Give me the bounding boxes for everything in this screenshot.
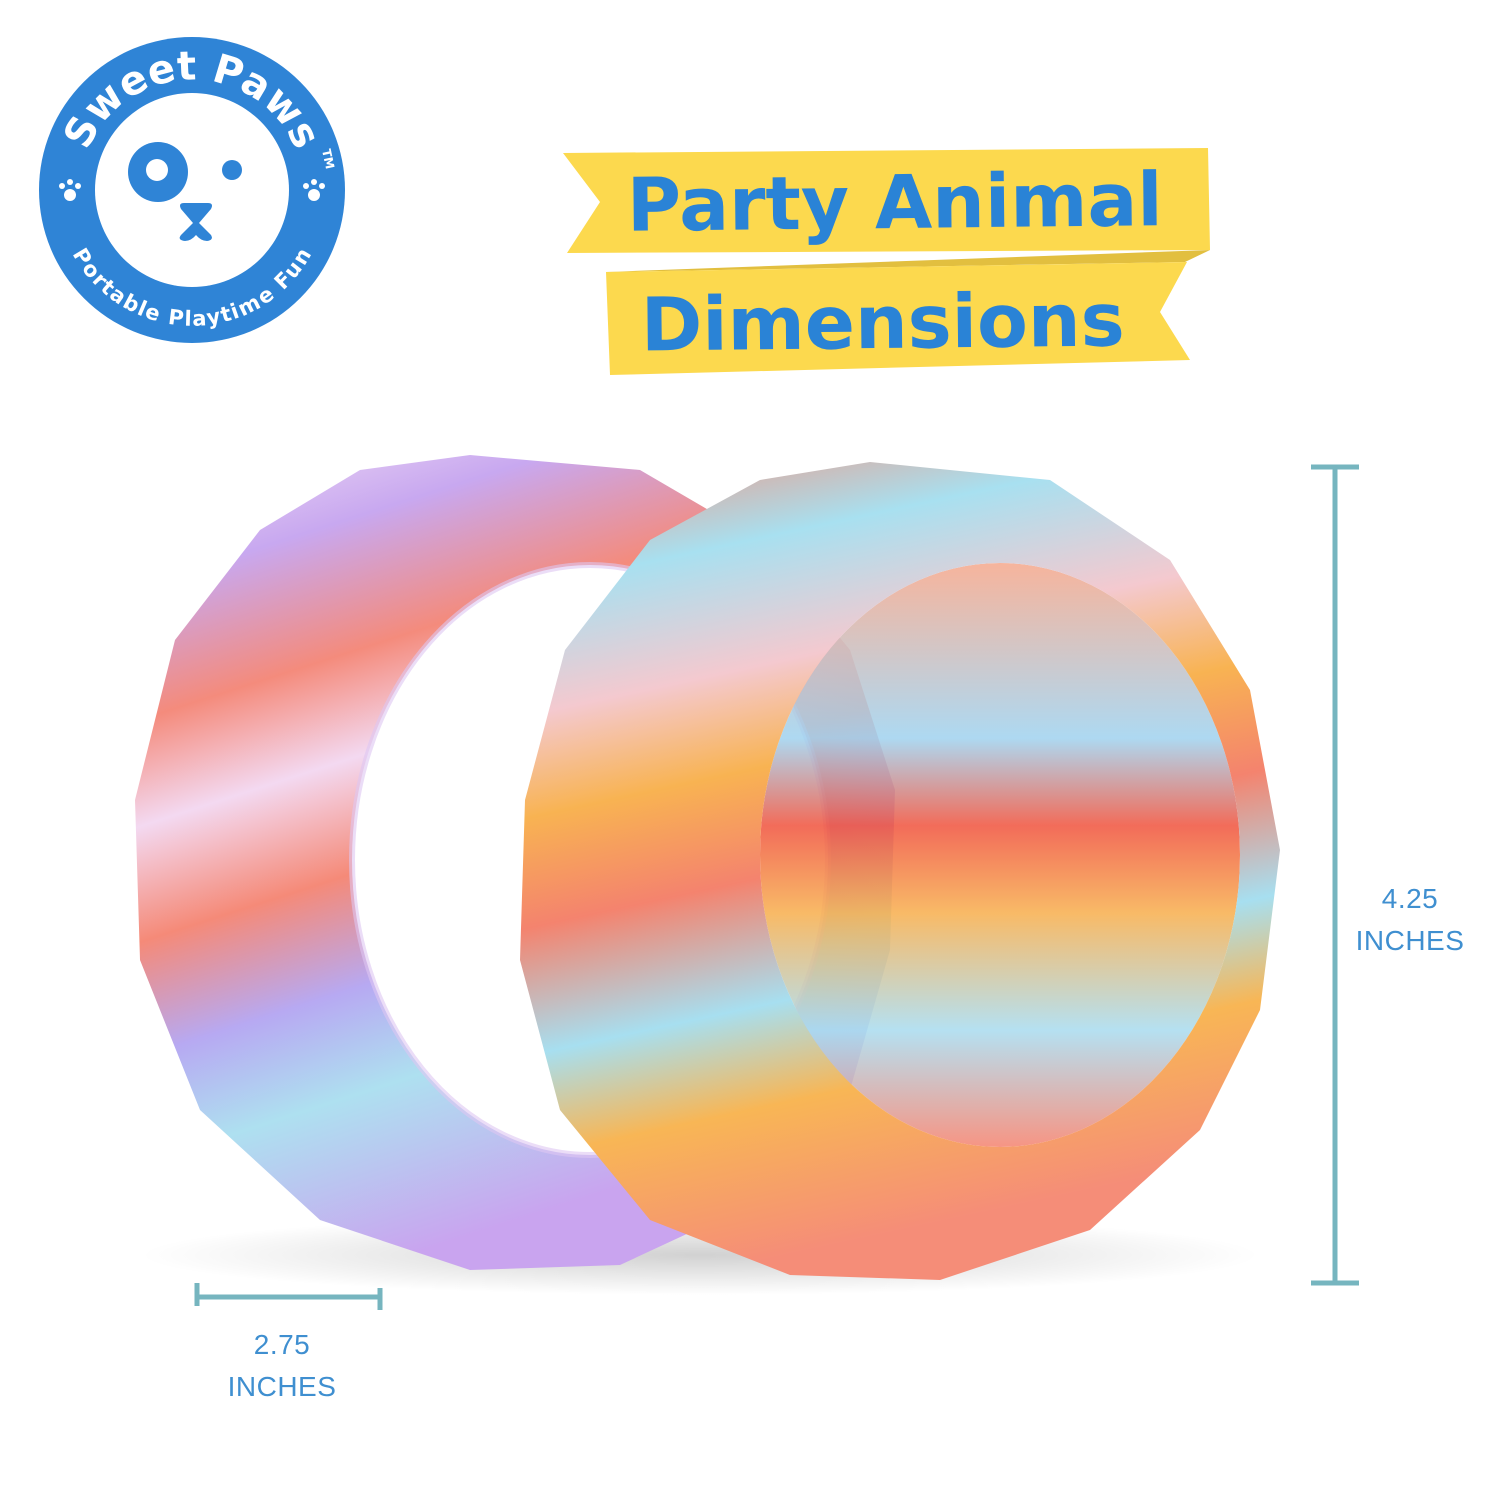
paw-icon	[303, 179, 325, 201]
title-banner: Party Animal Dimensions	[563, 148, 1210, 375]
banner-line2: Dimensions	[640, 277, 1125, 368]
height-label: 4.25 INCHES	[1340, 878, 1480, 962]
logo-trademark: TM	[319, 148, 337, 171]
paw-icon	[59, 179, 81, 201]
height-unit: INCHES	[1355, 925, 1465, 956]
height-dimension-line	[1311, 464, 1359, 1286]
bracelet-right	[520, 462, 1280, 1280]
height-value: 4.25	[1381, 883, 1439, 914]
banner-line1: Party Animal	[626, 157, 1163, 249]
sweet-paws-logo: Sweet Paws TM Portable Playtime Fun	[39, 37, 345, 343]
width-unit: INCHES	[227, 1371, 337, 1402]
bracelets-image	[135, 455, 1280, 1295]
dog-face-icon	[128, 142, 242, 241]
width-dimension-line	[194, 1283, 383, 1310]
width-value: 2.75	[253, 1329, 311, 1360]
width-label: 2.75 INCHES	[212, 1324, 352, 1408]
